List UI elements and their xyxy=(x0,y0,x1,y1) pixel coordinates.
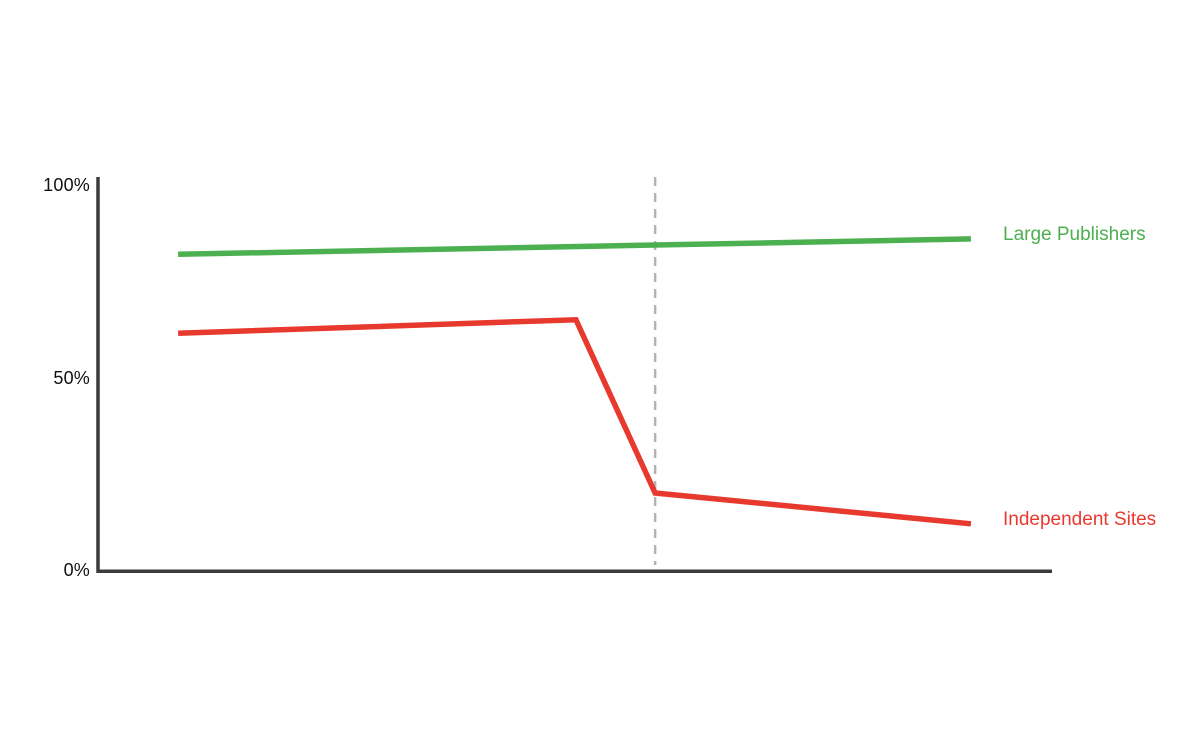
series-line-independent-sites xyxy=(178,316,972,527)
series-label-independent-sites: Independent Sites xyxy=(1003,508,1157,530)
series-line-large-publishers xyxy=(178,236,971,258)
y-tick-0: 0% xyxy=(63,560,90,580)
y-tick-100: 100% xyxy=(43,175,90,195)
y-tick-50: 50% xyxy=(53,367,90,388)
axis-lines xyxy=(96,177,1052,573)
series-lines-group xyxy=(178,236,972,527)
series-label-large-publishers: Large Publishers xyxy=(1003,223,1146,245)
